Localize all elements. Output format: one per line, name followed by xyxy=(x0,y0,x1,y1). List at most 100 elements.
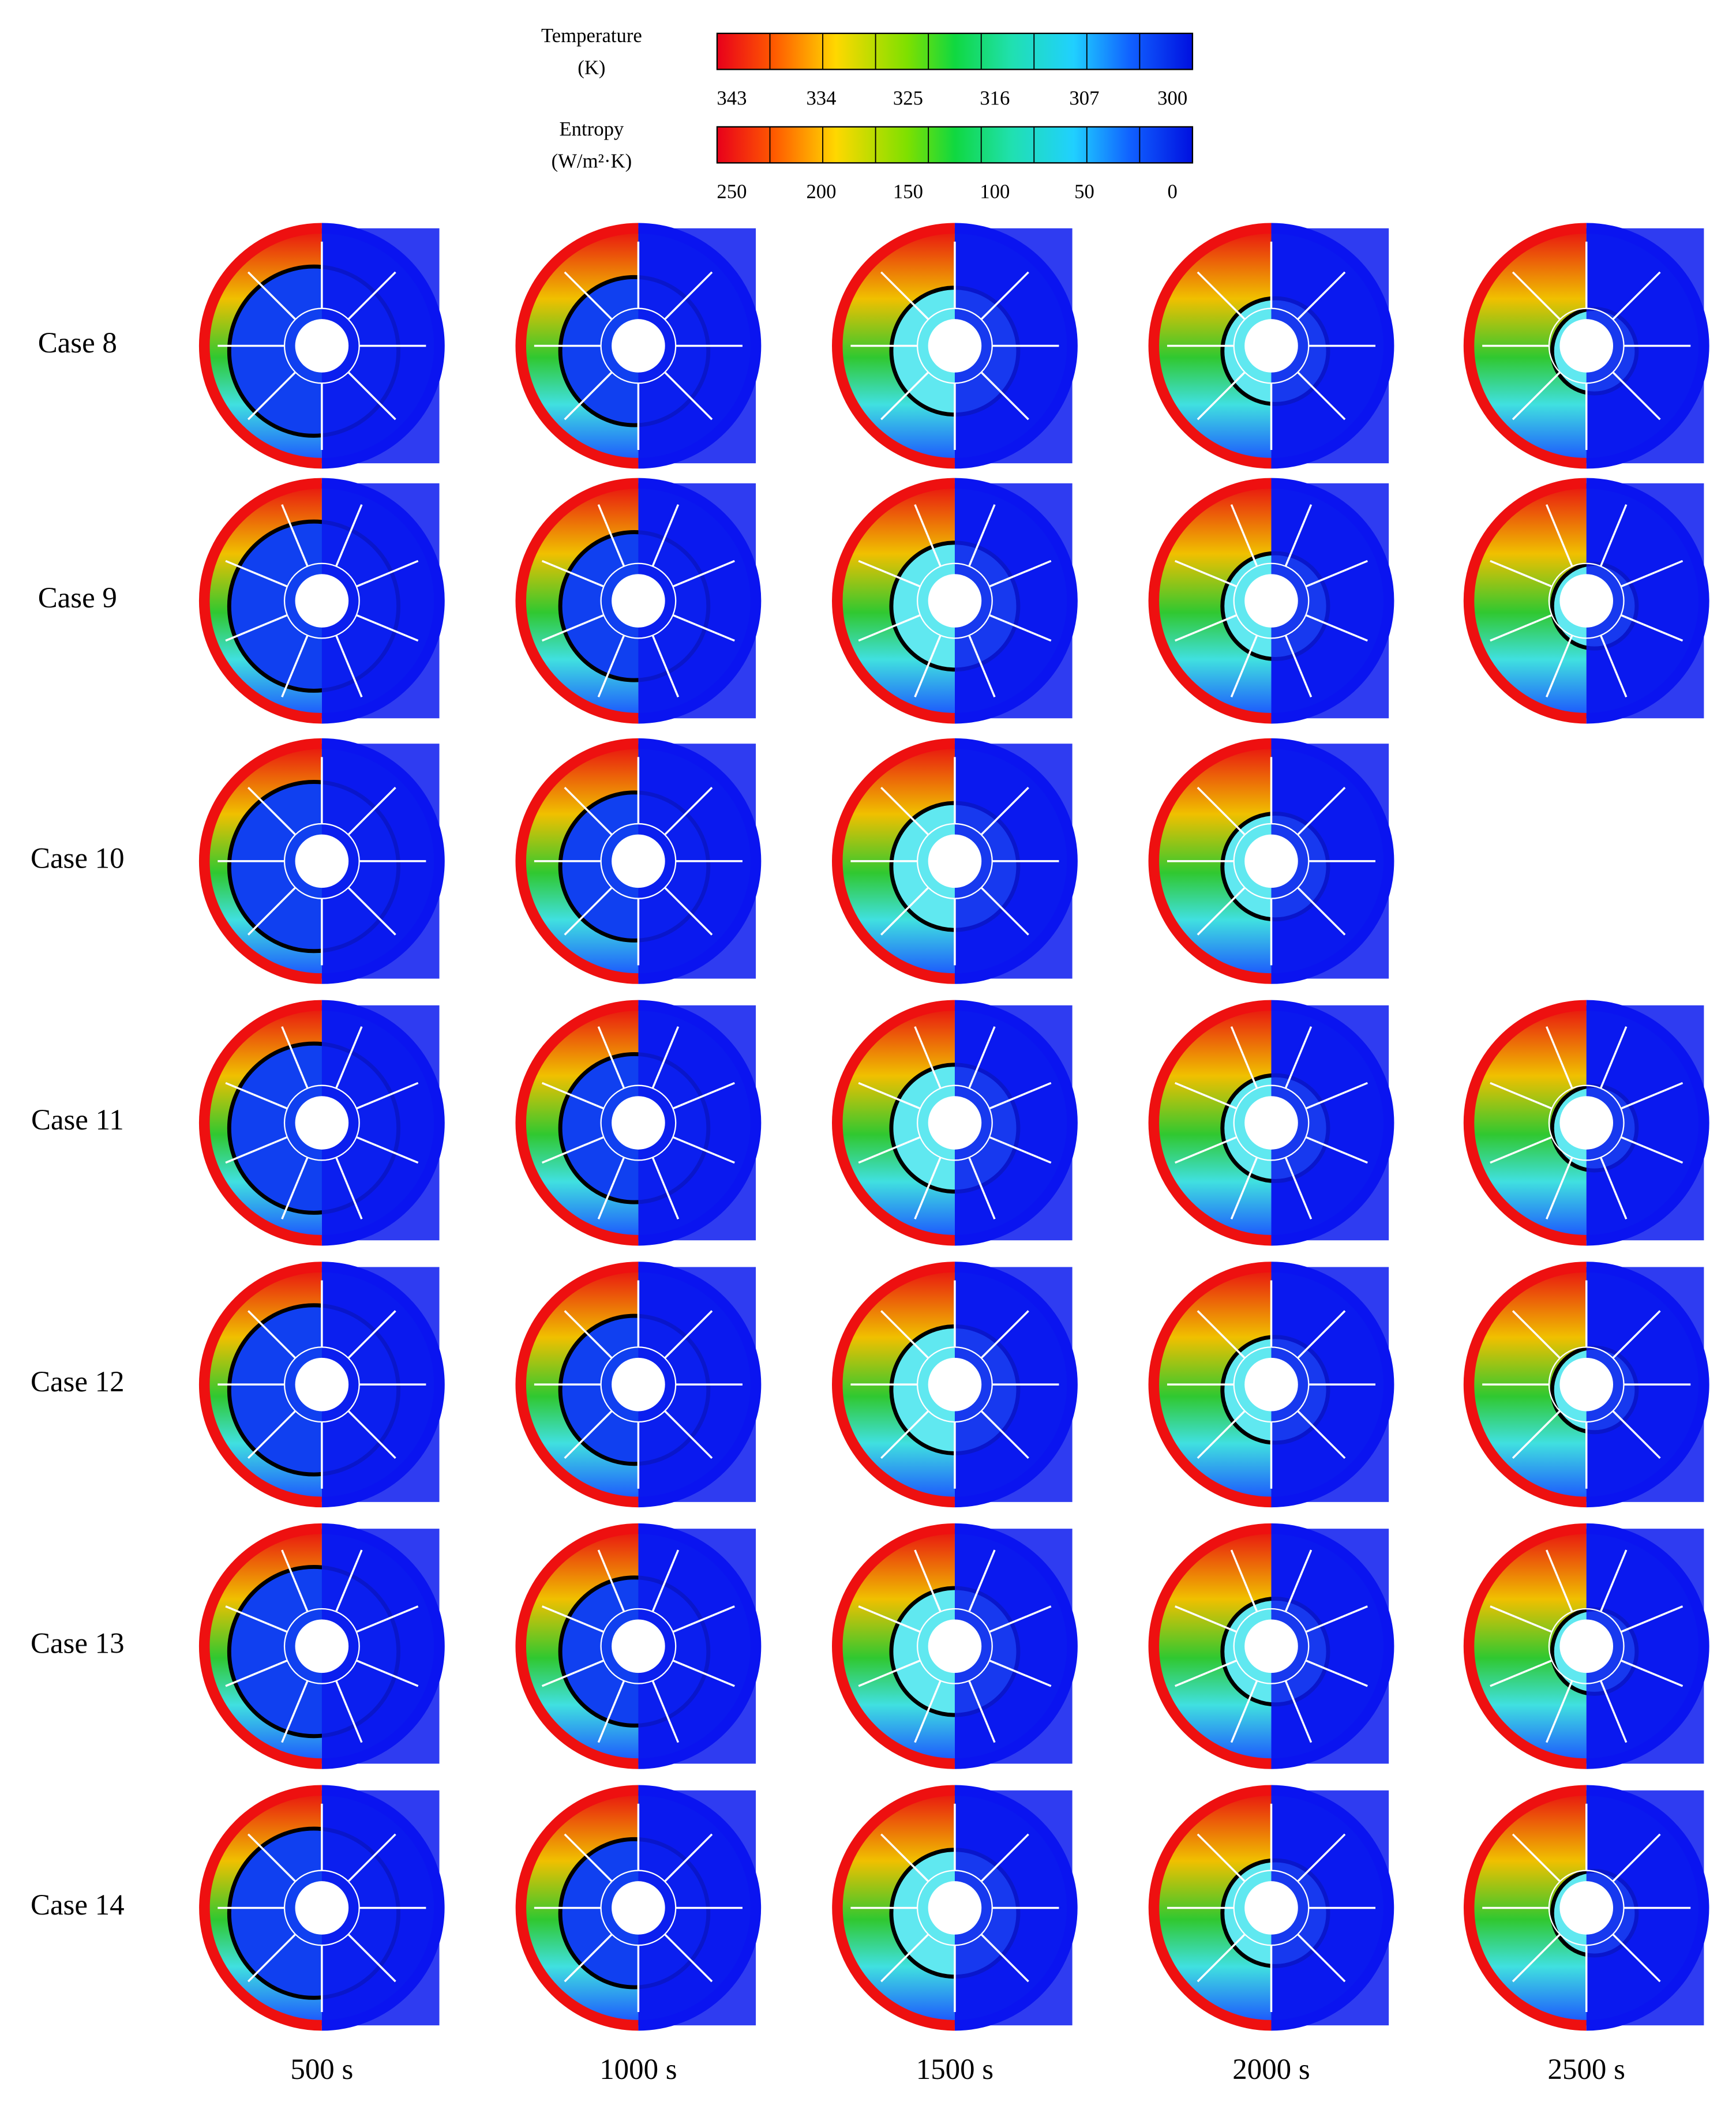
fin xyxy=(663,1310,713,1359)
fin xyxy=(1620,1660,1683,1687)
fin xyxy=(281,1026,309,1089)
fin xyxy=(541,560,605,588)
colorbar-tick-label: 200 xyxy=(806,181,836,203)
fin xyxy=(1612,371,1661,421)
fin xyxy=(858,614,921,642)
fin xyxy=(335,504,363,567)
melt-region xyxy=(1153,1005,1272,1241)
fin xyxy=(597,1549,625,1612)
fin xyxy=(880,371,929,421)
contour-plot xyxy=(198,1262,445,1508)
fin xyxy=(281,1157,309,1219)
fin xyxy=(968,1549,996,1612)
fin xyxy=(597,1026,625,1089)
tube-ring xyxy=(916,562,993,639)
fin xyxy=(597,635,625,697)
fin xyxy=(347,1833,396,1882)
fin xyxy=(672,1660,735,1687)
contour-plot xyxy=(832,223,1078,469)
wall-right xyxy=(954,1523,1078,1769)
fin xyxy=(1297,786,1346,836)
tube-ring xyxy=(283,1870,360,1946)
wall-right xyxy=(1271,478,1394,724)
fin xyxy=(1599,1680,1628,1743)
tube xyxy=(928,574,982,628)
tube xyxy=(1559,1357,1614,1412)
fin xyxy=(225,614,288,642)
fin xyxy=(1197,1833,1246,1882)
row-label: Case 12 xyxy=(31,1366,125,1398)
legend-unit: (K) xyxy=(578,56,605,78)
tube xyxy=(928,1619,982,1673)
fin xyxy=(1297,1833,1346,1882)
contour-plot xyxy=(1148,738,1394,984)
fin xyxy=(347,371,396,421)
fin xyxy=(1197,1934,1246,1983)
fin xyxy=(663,1934,713,1983)
tube xyxy=(612,1357,665,1412)
fin xyxy=(356,614,419,642)
fin xyxy=(347,786,396,836)
fin xyxy=(1599,1549,1628,1612)
tube-ring xyxy=(283,562,360,639)
tube-ring xyxy=(1233,1346,1310,1423)
fin xyxy=(663,371,713,421)
fin xyxy=(914,635,942,697)
fin xyxy=(651,1680,680,1743)
contour-plot xyxy=(515,223,762,469)
wall-left xyxy=(832,223,955,469)
wall-left xyxy=(1463,1262,1587,1508)
fin xyxy=(1175,560,1238,588)
fin xyxy=(597,1157,625,1219)
fin xyxy=(564,371,613,421)
fin xyxy=(651,635,680,697)
colorbar-tick-label: 50 xyxy=(1074,181,1094,203)
contour-plot xyxy=(832,478,1078,724)
fin xyxy=(1490,1136,1553,1164)
fin xyxy=(1305,1136,1368,1164)
fin xyxy=(335,1026,363,1089)
fin xyxy=(968,1157,996,1219)
wall-left xyxy=(1463,1785,1587,2031)
wall-right xyxy=(954,223,1078,469)
fin xyxy=(247,271,297,320)
wall-left xyxy=(198,1523,322,1769)
fin xyxy=(1490,1082,1553,1110)
fin xyxy=(1305,560,1368,588)
fin xyxy=(597,1680,625,1743)
tube xyxy=(1244,1881,1298,1935)
fin xyxy=(347,887,396,936)
fin xyxy=(980,1833,1029,1882)
fin xyxy=(1297,1410,1346,1459)
wall-left xyxy=(1463,478,1587,724)
wall-left xyxy=(515,1785,639,2031)
fin xyxy=(651,1026,680,1089)
fin xyxy=(1284,635,1313,697)
fin xyxy=(858,1082,921,1110)
fin xyxy=(651,504,680,567)
column-label: 2000 s xyxy=(1232,2054,1310,2086)
fin xyxy=(1512,1934,1561,1983)
fin xyxy=(663,786,713,836)
wall-left xyxy=(198,1262,322,1508)
fin xyxy=(1612,1833,1661,1882)
fin xyxy=(564,1410,613,1459)
fin xyxy=(1175,1082,1238,1110)
tube xyxy=(295,834,349,888)
fin xyxy=(541,1082,605,1110)
contour-plot xyxy=(515,1262,762,1508)
fin xyxy=(1297,1934,1346,1983)
fin xyxy=(356,1136,419,1164)
tube-ring xyxy=(600,1084,677,1161)
tube-ring xyxy=(1548,1608,1625,1684)
fin xyxy=(672,1136,735,1164)
contour-plot xyxy=(198,1785,445,2031)
fin xyxy=(880,1934,929,1983)
tube-ring xyxy=(600,562,677,639)
fin xyxy=(1297,271,1346,320)
fin xyxy=(1297,887,1346,936)
wall-right xyxy=(1271,1785,1394,2031)
wall-right xyxy=(1586,1785,1709,2031)
fin xyxy=(663,887,713,936)
tube-ring xyxy=(1233,823,1310,899)
